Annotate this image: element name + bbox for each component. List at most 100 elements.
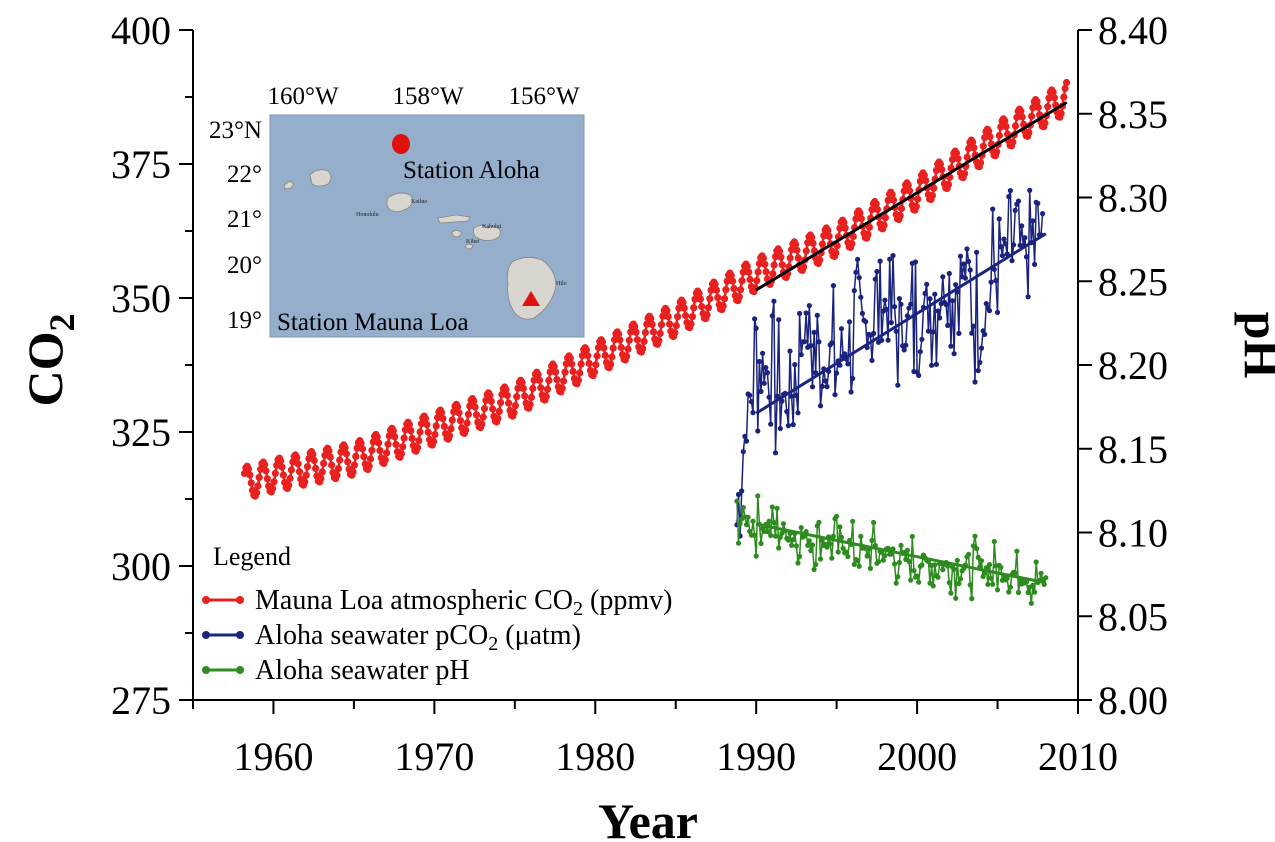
data-point — [277, 457, 285, 465]
data-point — [850, 518, 856, 524]
data-point — [761, 380, 767, 386]
data-point — [376, 447, 384, 455]
data-point — [951, 351, 957, 357]
data-point — [809, 384, 816, 390]
y-right-tick-label: 8.30 — [1098, 176, 1168, 221]
data-point — [734, 498, 740, 504]
data-point — [585, 359, 593, 367]
data-point — [1040, 211, 1046, 217]
y-right-tick-label: 8.40 — [1098, 8, 1168, 53]
data-point — [871, 519, 877, 526]
data-point — [835, 549, 841, 555]
y-left-tick-label: 300 — [111, 544, 171, 589]
data-point — [983, 301, 989, 307]
data-point — [735, 540, 742, 546]
data-point — [977, 159, 985, 167]
data-point — [1033, 559, 1039, 565]
data-point — [743, 522, 750, 528]
data-point — [671, 329, 679, 337]
data-point — [824, 544, 830, 550]
data-point — [985, 581, 991, 588]
y-left-ticks: 275 300 325 350 375 400 — [111, 8, 193, 723]
data-point — [344, 458, 352, 466]
data-point — [1025, 129, 1033, 137]
data-point — [817, 403, 824, 409]
data-point — [825, 232, 833, 240]
data-point — [974, 249, 980, 255]
data-point — [246, 471, 254, 479]
data-point — [269, 485, 277, 493]
data-point — [988, 279, 994, 285]
data-point — [969, 330, 975, 336]
data-point — [498, 390, 506, 399]
inset-lon-label: 158°W — [392, 83, 463, 110]
inset-lat-label: 23°N — [209, 117, 262, 144]
data-point — [502, 385, 510, 394]
data-point — [756, 358, 763, 365]
data-point — [1019, 223, 1025, 229]
data-point — [995, 131, 1004, 140]
data-point — [945, 563, 951, 569]
data-point — [949, 298, 956, 304]
data-point — [505, 399, 513, 407]
data-point — [1045, 94, 1053, 102]
data-point — [996, 216, 1002, 222]
data-point — [593, 352, 601, 360]
data-point — [1009, 258, 1015, 264]
data-point — [961, 170, 969, 178]
data-point — [413, 444, 422, 452]
data-point — [317, 475, 325, 483]
y-right-tick-label: 8.35 — [1098, 92, 1168, 137]
trend-line — [755, 232, 1047, 415]
data-point — [962, 275, 969, 281]
data-point — [489, 405, 497, 413]
data-point — [838, 534, 845, 541]
data-point — [818, 240, 827, 248]
legend-swatch-dot — [202, 631, 210, 639]
data-point — [743, 438, 750, 444]
data-point — [1041, 119, 1049, 127]
data-point — [384, 440, 392, 448]
data-point — [784, 408, 790, 415]
data-point — [771, 519, 777, 526]
data-point — [953, 282, 959, 288]
x-tick-label: 2010 — [1038, 734, 1118, 779]
data-point — [730, 285, 738, 293]
data-point — [998, 564, 1004, 570]
data-point — [933, 361, 940, 367]
data-point — [373, 433, 381, 441]
data-point — [904, 547, 911, 554]
data-point — [908, 301, 914, 307]
data-point — [1022, 235, 1028, 241]
data-point — [994, 587, 1001, 593]
data-point — [478, 420, 486, 428]
data-point — [856, 563, 862, 569]
data-point — [830, 533, 837, 539]
data-point — [334, 465, 342, 473]
data-point — [576, 369, 584, 377]
data-point — [938, 166, 946, 174]
data-point — [1032, 261, 1038, 267]
data-point — [527, 393, 536, 401]
data-point — [659, 312, 667, 320]
data-point — [753, 277, 761, 285]
data-point — [769, 313, 775, 319]
place-label-kihei: Kihei — [466, 239, 480, 245]
data-point — [762, 268, 770, 276]
data-point — [582, 346, 591, 354]
data-point — [793, 543, 800, 549]
data-point — [964, 246, 970, 252]
data-point — [1050, 94, 1058, 102]
data-point — [366, 455, 375, 463]
data-point — [795, 560, 801, 566]
data-point — [704, 304, 713, 312]
data-point — [829, 340, 835, 346]
data-point — [679, 298, 687, 306]
data-point — [948, 343, 954, 349]
data-point — [745, 514, 751, 520]
data-point — [381, 456, 389, 464]
data-point — [487, 397, 495, 405]
data-point — [836, 224, 844, 232]
data-point — [562, 360, 570, 368]
island-kahoolawe — [465, 243, 474, 250]
